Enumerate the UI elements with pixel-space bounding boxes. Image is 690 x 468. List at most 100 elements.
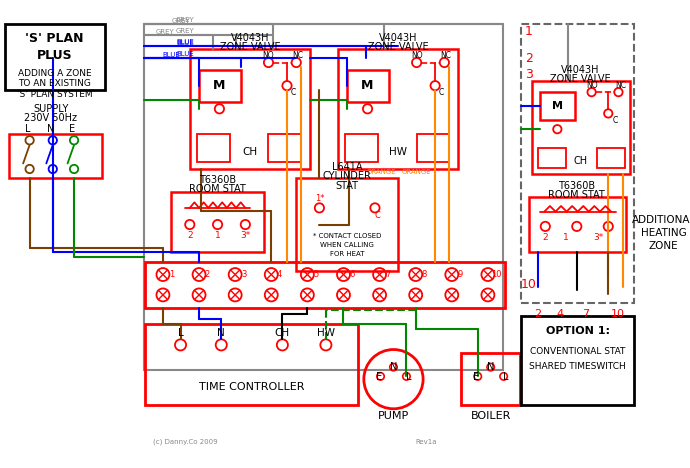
Text: 3*: 3* [593,233,603,242]
Text: 5: 5 [313,270,318,279]
Bar [521,316,634,405]
Bar [417,134,449,161]
Bar [338,49,458,169]
Text: ADDITIONAL: ADDITIONAL [631,215,690,225]
Text: 4: 4 [277,270,282,279]
Text: 'S' PLAN: 'S' PLAN [26,32,84,45]
Text: N: N [47,124,55,134]
Bar [529,197,626,252]
Text: BLUE: BLUE [176,40,194,46]
Text: 2: 2 [534,309,542,319]
Text: 3: 3 [241,270,246,279]
Text: 2: 2 [524,52,533,66]
Text: OPTION 1:: OPTION 1: [546,326,610,336]
Text: ZONE: ZONE [649,241,679,251]
Text: C: C [375,211,381,220]
Text: HEATING: HEATING [641,228,687,238]
Text: ZONE VALVE: ZONE VALVE [219,42,280,52]
Text: V4043H: V4043H [230,33,269,43]
Text: BLUE: BLUE [176,51,194,57]
Text: 1: 1 [215,231,220,240]
Bar [538,148,566,168]
Text: E: E [473,373,479,382]
Text: SUPPLY: SUPPLY [33,104,68,114]
Bar [146,323,358,405]
Text: L: L [503,373,509,382]
Bar [296,178,398,271]
Text: 7: 7 [385,270,391,279]
Text: PUMP: PUMP [378,411,409,421]
Text: C: C [291,88,296,97]
Text: CH: CH [275,328,290,338]
Text: ZONE VALVE: ZONE VALVE [368,42,428,52]
Text: 3: 3 [524,68,533,81]
Text: Rev1a: Rev1a [415,439,437,445]
Text: 10: 10 [521,278,537,291]
Text: CONVENTIONAL STAT: CONVENTIONAL STAT [530,347,625,356]
Text: E: E [375,373,382,382]
Text: C: C [439,88,444,97]
Text: NO: NO [263,51,275,59]
Text: ORANGE: ORANGE [402,169,431,175]
Text: M: M [552,101,563,111]
Text: GREY: GREY [155,29,174,35]
Text: GREY: GREY [176,28,195,34]
Text: NC: NC [615,81,626,90]
Bar [5,24,105,90]
Text: BOILER: BOILER [471,411,511,421]
Bar [461,353,520,405]
Bar [345,134,377,161]
Text: (c) Danny.Co 2009: (c) Danny.Co 2009 [153,439,217,446]
Bar [533,81,629,174]
Text: FOR HEAT: FOR HEAT [330,251,364,257]
Text: M: M [362,79,374,92]
Bar [521,24,634,303]
Text: HW: HW [389,147,407,157]
Text: ROOM STAT: ROOM STAT [549,190,605,200]
Text: 9: 9 [457,270,463,279]
Text: C: C [613,117,618,125]
Text: WHEN CALLING: WHEN CALLING [320,242,374,248]
Text: NO: NO [411,51,422,59]
Text: N: N [217,328,225,338]
Text: CH: CH [242,147,257,157]
Text: L: L [177,328,184,338]
Text: M: M [213,79,226,92]
Text: NC: NC [441,51,452,59]
Text: BLUE: BLUE [176,39,194,45]
Text: NC: NC [293,51,304,59]
Text: 3*: 3* [240,231,250,240]
Text: V4043H: V4043H [561,65,600,75]
Bar [190,49,310,169]
Text: SHARED TIMESWITCH: SHARED TIMESWITCH [529,362,626,371]
Text: PLUS: PLUS [37,49,72,62]
Text: L: L [25,124,30,134]
Bar [597,148,625,168]
Bar [540,92,575,120]
Text: 1*: 1* [315,194,324,203]
Bar [9,134,102,178]
Text: 'S' PLAN SYSTEM: 'S' PLAN SYSTEM [17,89,92,98]
Text: TO AN EXISTING: TO AN EXISTING [18,79,91,88]
Text: BLUE: BLUE [162,52,180,58]
Text: 2: 2 [187,231,193,240]
Bar [197,134,230,161]
Text: 230V 50Hz: 230V 50Hz [24,113,77,123]
Text: 1: 1 [524,24,533,37]
Text: 10: 10 [491,270,502,279]
Text: * CONTACT CLOSED: * CONTACT CLOSED [313,233,382,239]
Text: V4043H: V4043H [379,33,417,43]
Text: L641A: L641A [332,162,362,172]
Bar [171,192,264,252]
Text: 1: 1 [563,233,569,242]
Text: 4: 4 [557,309,564,319]
Text: 2: 2 [205,270,210,279]
Text: L: L [406,373,411,382]
Text: N: N [390,362,397,372]
Bar [347,70,389,102]
Text: 7: 7 [582,309,589,319]
Text: ROOM STAT: ROOM STAT [189,184,246,194]
Text: GREY: GREY [176,17,195,23]
Text: CYLINDER: CYLINDER [323,171,372,182]
Text: ADDING A ZONE: ADDING A ZONE [18,69,92,78]
